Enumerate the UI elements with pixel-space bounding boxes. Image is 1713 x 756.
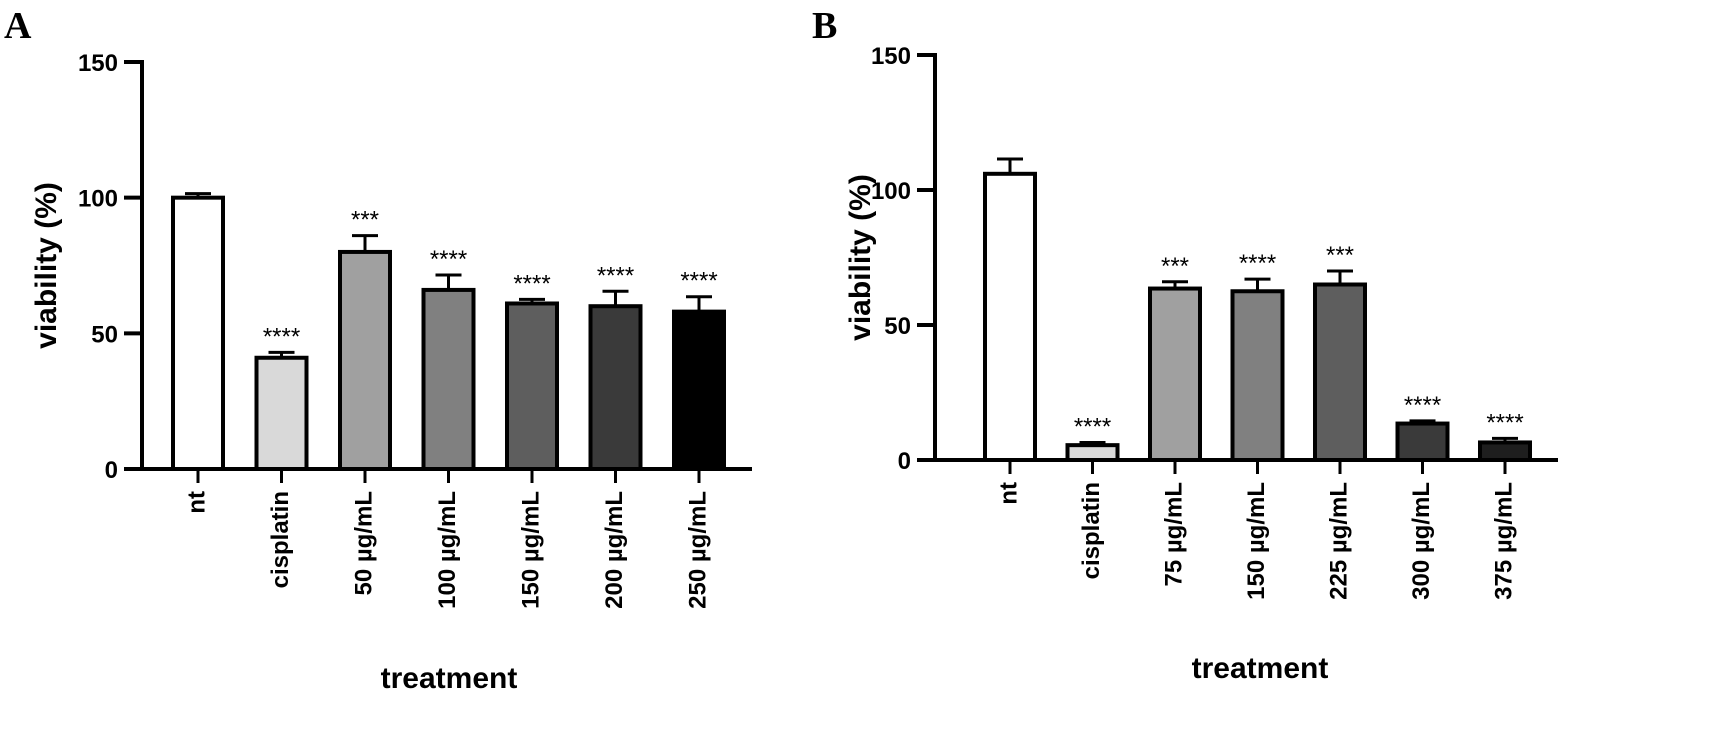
charta-category-label: 200 µg/mL <box>601 491 628 609</box>
chartb-x-axis-title: treatment <box>1192 652 1329 685</box>
charta-bar <box>588 304 643 472</box>
charta-significance-label: **** <box>430 246 467 273</box>
chartb-category-label: 375 µg/mL <box>1490 482 1517 600</box>
charta-bar <box>672 309 726 472</box>
charta-x-axis-title: treatment <box>381 662 518 695</box>
chartb-y-axis-title: viability (%) <box>844 174 877 341</box>
chartb-category-label: cisplatin <box>1078 482 1105 579</box>
charta-category-label: 250 µg/mL <box>684 491 711 609</box>
chartb-category-label: nt <box>995 482 1022 505</box>
chartb-bar <box>1148 286 1202 462</box>
chartb-y-tick-label: 50 <box>884 313 911 340</box>
chartb-bar <box>983 171 1037 463</box>
chartb-significance-label: **** <box>1074 413 1111 440</box>
charta-significance-label: **** <box>597 262 634 289</box>
charta-bar <box>338 249 392 471</box>
charta-category-label: 50 µg/mL <box>350 491 377 596</box>
chartb-y-tick-label: 150 <box>871 43 911 70</box>
chartb-bar <box>1478 440 1532 463</box>
chartb-y-tick-label: 100 <box>871 178 911 205</box>
charta-bar <box>421 287 476 472</box>
charta-y-tick-label: 150 <box>78 50 118 77</box>
charta-significance-label: **** <box>513 270 550 297</box>
chartb-group <box>917 53 1558 474</box>
chartb-significance-label: *** <box>1161 253 1189 280</box>
charta-category-label: 100 µg/mL <box>434 491 461 609</box>
charta-y-tick-label: 0 <box>105 457 118 484</box>
charta-bar <box>505 301 559 471</box>
chartb-category-label: 300 µg/mL <box>1408 482 1435 600</box>
charta-y-tick-label: 100 <box>78 186 118 213</box>
chartb-category-label: 225 µg/mL <box>1325 482 1352 600</box>
charta-category-label: nt <box>183 491 210 514</box>
charta-y-tick-label: 50 <box>91 321 118 348</box>
chartb-bar <box>1065 443 1120 462</box>
chartb-significance-label: **** <box>1486 409 1523 436</box>
chartb-category-label: 75 µg/mL <box>1160 482 1187 587</box>
chartb-significance-label: **** <box>1404 392 1441 419</box>
chartb-category-label: 150 µg/mL <box>1243 482 1270 600</box>
charta-bar <box>254 355 309 471</box>
charta-group <box>124 60 752 483</box>
charta-significance-label: *** <box>351 207 379 234</box>
chartb-y-tick-label: 0 <box>898 448 911 475</box>
charta-significance-label: **** <box>263 323 300 350</box>
charta-bar <box>171 195 225 472</box>
chartb-significance-label: **** <box>1239 250 1276 277</box>
panel-letter-b: B <box>812 5 837 47</box>
chartb-bar <box>1395 421 1450 462</box>
charta-significance-label: **** <box>680 268 717 295</box>
chartb-significance-label: *** <box>1326 242 1354 269</box>
charta-category-label: cisplatin <box>267 491 294 588</box>
charta-y-axis-title: viability (%) <box>30 182 63 349</box>
chartb-bar <box>1230 289 1285 462</box>
chartb-bar <box>1313 282 1367 462</box>
panel-letter-a: A <box>4 5 32 47</box>
charta-category-label: 150 µg/mL <box>517 491 544 609</box>
